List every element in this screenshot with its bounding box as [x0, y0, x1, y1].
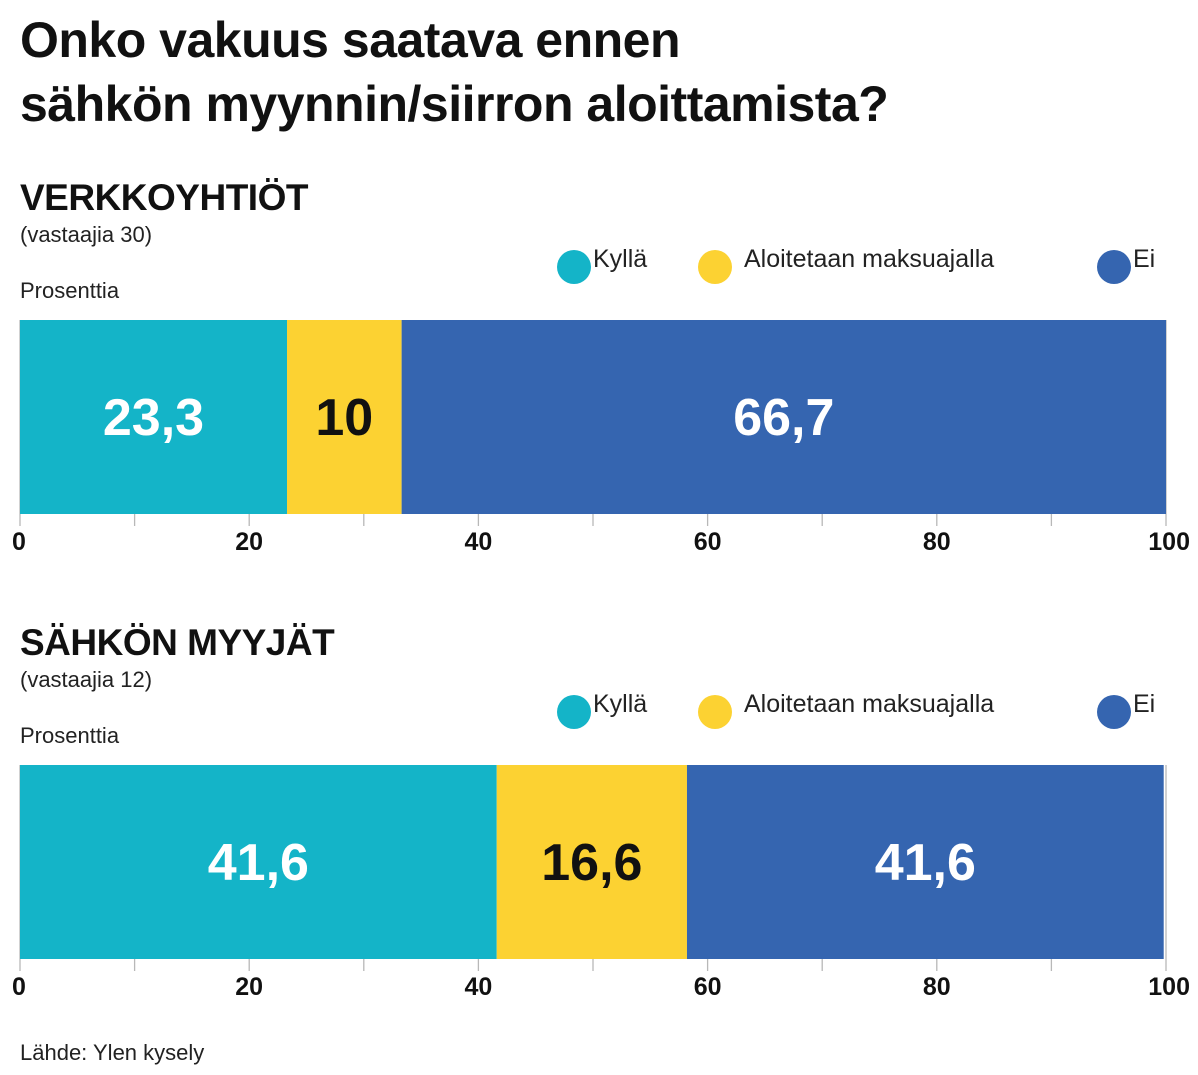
data-label-aloitetaan: 16,6: [541, 834, 642, 892]
chart-subtitle: (vastaajia 12): [20, 667, 153, 692]
tick-label: 40: [464, 528, 492, 556]
page-title: Onko vakuus saatava ennen sähkön myynnin…: [20, 8, 1180, 136]
data-label-ei: 66,7: [733, 389, 834, 447]
tick-label: 40: [464, 973, 492, 1001]
legend-item-aloitetaan: Aloitetaan maksuajalla: [698, 244, 995, 284]
bar-segment-kylla: [20, 320, 288, 514]
data-label-ei: 41,6: [875, 834, 976, 892]
legend-dot-ei: [1097, 250, 1131, 284]
tick-label: 80: [923, 973, 951, 1001]
legend-label-kylla: Kyllä: [593, 689, 648, 718]
chart-title: VERKKOYHTIÖT: [20, 177, 308, 218]
legend-item-ei: Ei: [1097, 689, 1156, 729]
bar-segment-ei: [686, 765, 1164, 959]
chart-title: SÄHKÖN MYYJÄT: [20, 622, 335, 663]
tick-label: 20: [235, 528, 263, 556]
title-line-2: sähkön myynnin/siirron aloittamista?: [20, 76, 889, 132]
tick-label: 80: [923, 528, 951, 556]
tick-label: 60: [694, 973, 722, 1001]
tick-label: 100: [1148, 973, 1190, 1001]
legend-dot-aloitetaan: [698, 250, 732, 284]
legend-label-ei: Ei: [1133, 689, 1156, 718]
legend-label-kylla: Kyllä: [593, 244, 648, 273]
legend-dot-kylla: [557, 695, 591, 729]
tick-label: 20: [235, 973, 263, 1001]
data-label-aloitetaan: 10: [315, 389, 373, 447]
legend-label-aloitetaan: Aloitetaan maksuajalla: [744, 689, 995, 718]
stacked-bar-plot: 23,3 10 66,7 0 20 40 60 80 100: [12, 320, 1190, 556]
tick-label: 0: [12, 973, 26, 1001]
legend-label-ei: Ei: [1133, 244, 1156, 273]
tick-label: 60: [694, 528, 722, 556]
legend-item-ei: Ei: [1097, 244, 1156, 284]
tick-label: 0: [12, 528, 26, 556]
legend-dot-aloitetaan: [698, 695, 732, 729]
chart-subtitle: (vastaajia 30): [20, 222, 153, 247]
bar-segment-aloitetaan: [287, 320, 402, 514]
legend-dot-ei: [1097, 695, 1131, 729]
unit-label: Prosenttia: [20, 278, 120, 303]
legend-label-aloitetaan: Aloitetaan maksuajalla: [744, 244, 995, 273]
bar-segment-ei: [401, 320, 1166, 514]
source-note: Lähde: Ylen kysely: [20, 1040, 205, 1065]
legend-item-kylla: Kyllä: [557, 689, 648, 729]
chart-verkkoyhtiot: VERKKOYHTIÖT (vastaajia 30) Prosenttia K…: [0, 170, 1198, 610]
unit-label: Prosenttia: [20, 723, 120, 748]
bar-segment-kylla: [20, 765, 497, 959]
tick-label: 100: [1148, 528, 1190, 556]
title-line-1: Onko vakuus saatava ennen: [20, 12, 681, 68]
data-label-kylla: 23,3: [103, 389, 204, 447]
bar-segment-aloitetaan: [496, 765, 687, 959]
stacked-bar-plot: 41,6 16,6 41,6 0 20 40 60 80 100: [12, 765, 1190, 1001]
data-label-kylla: 41,6: [208, 834, 309, 892]
legend-item-aloitetaan: Aloitetaan maksuajalla: [698, 689, 995, 729]
chart-sahkon-myyjat: SÄHKÖN MYYJÄT (vastaajia 12) Prosenttia …: [0, 615, 1198, 1055]
legend-dot-kylla: [557, 250, 591, 284]
legend-item-kylla: Kyllä: [557, 244, 648, 284]
